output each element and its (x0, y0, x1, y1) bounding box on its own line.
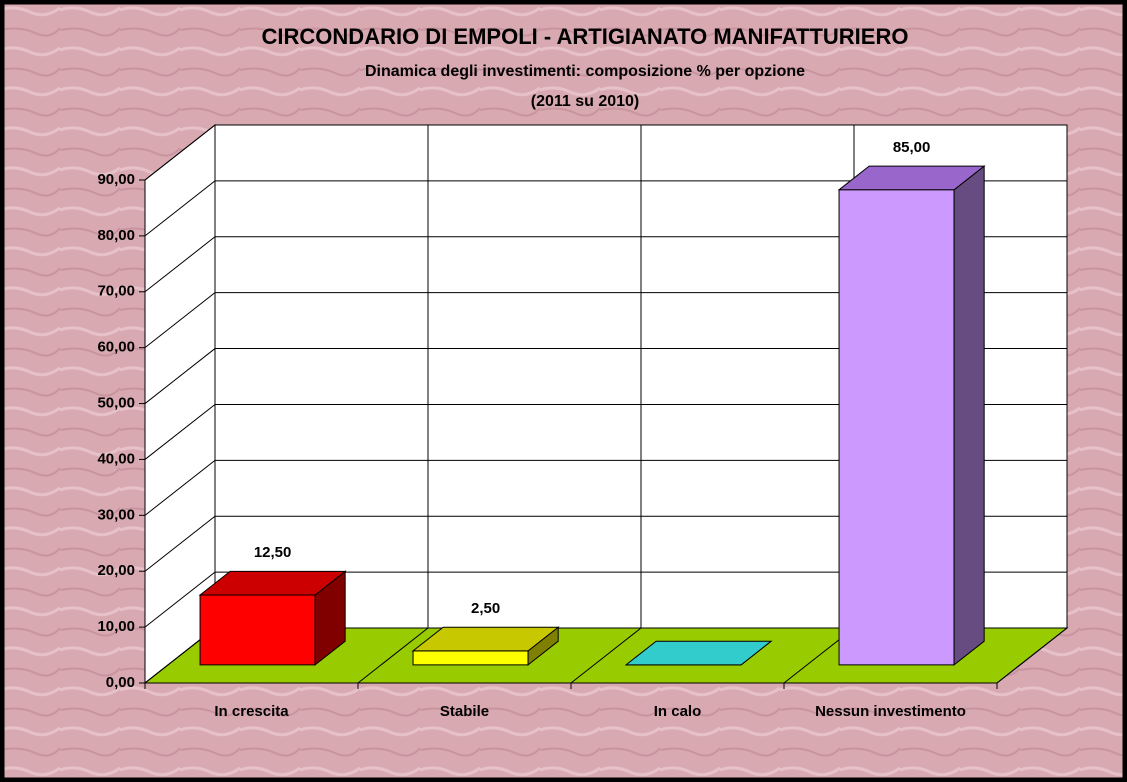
floor-divider (357, 627, 429, 684)
bar-top (624, 640, 773, 666)
grid-line (144, 571, 1067, 628)
grid-line (144, 403, 1067, 460)
chart-subtitle: Dinamica degli investimenti: composizion… (365, 63, 805, 80)
y-tick-label: 40,00 (97, 450, 135, 467)
value-label: 2,50 (471, 600, 500, 617)
chart-title: CIRCONDARIO DI EMPOLI - ARTIGIANATO MANI… (262, 24, 909, 49)
y-tick-label: 30,00 (97, 506, 135, 523)
y-tick-label: 50,00 (97, 395, 135, 412)
y-tick-label: 10,00 (97, 618, 135, 635)
grid-line (144, 236, 1067, 293)
bar-front (838, 189, 955, 666)
x-tick-label: Nessun investimento (815, 703, 966, 720)
bar (198, 570, 347, 666)
bar-side (953, 165, 985, 666)
value-label: 85,00 (893, 139, 931, 156)
grid-line (144, 515, 1067, 572)
y-tick-label: 0,00 (106, 674, 135, 691)
x-tick-label: In crescita (214, 703, 289, 720)
x-tick-label: In calo (654, 703, 702, 720)
value-label: 12,50 (254, 544, 292, 561)
x-tick-label: Stabile (440, 703, 489, 720)
chart-subtitle: (2011 su 2010) (531, 93, 640, 110)
y-tick-label: 70,00 (97, 283, 135, 300)
bar (624, 640, 773, 666)
bar-front (199, 594, 316, 666)
y-tick-label: 60,00 (97, 339, 135, 356)
bar (837, 165, 986, 666)
grid-line (144, 348, 1067, 404)
floor-divider (996, 627, 1068, 684)
grid-line (144, 124, 1067, 181)
bar-top (837, 165, 986, 191)
y-tick-label: 80,00 (97, 227, 135, 244)
bar-top (411, 626, 560, 652)
y-tick-label: 90,00 (97, 171, 135, 188)
bar (411, 626, 560, 666)
floor-divider (570, 627, 642, 684)
bar-top (198, 570, 347, 596)
grid-line (144, 180, 1067, 237)
grid-line (144, 292, 1067, 349)
bar-front (412, 650, 529, 666)
grid-line (144, 459, 1067, 516)
y-tick-label: 20,00 (97, 562, 135, 579)
